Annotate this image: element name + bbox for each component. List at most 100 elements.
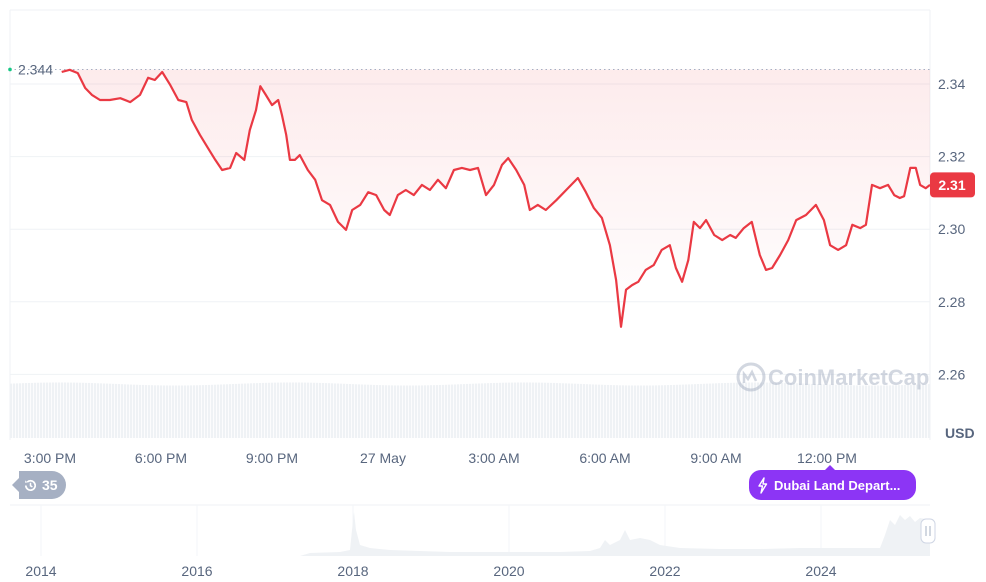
volume-bar — [889, 385, 892, 438]
volume-bar — [928, 384, 931, 438]
volume-bar — [598, 384, 601, 438]
volume-bar — [814, 384, 817, 438]
volume-bar — [49, 382, 52, 438]
volume-bar — [583, 384, 586, 438]
volume-bar — [913, 384, 916, 438]
volume-bar — [67, 382, 70, 438]
volume-bar — [646, 385, 649, 438]
volume-bar — [199, 385, 202, 438]
volume-bar — [559, 383, 562, 438]
volume-bar — [466, 383, 469, 438]
volume-bar — [910, 384, 913, 438]
volume-bar — [484, 383, 487, 438]
navigator-year-label: 2018 — [337, 563, 368, 579]
volume-bar — [94, 383, 97, 438]
volume-bar — [169, 385, 172, 438]
volume-bar — [580, 383, 583, 438]
volume-bar — [166, 385, 169, 438]
volume-bar — [883, 385, 886, 438]
volume-bar — [385, 385, 388, 438]
navigator[interactable]: 2014 2016 2018 2020 2022 2024 — [10, 504, 936, 579]
volume-bar — [301, 382, 304, 438]
volume-bar — [76, 382, 79, 438]
volume-bar — [778, 382, 781, 438]
volume-bar — [916, 384, 919, 438]
volume-bar — [622, 385, 625, 438]
volume-bar — [175, 385, 178, 438]
volume-bar — [664, 385, 667, 438]
news-badge-pointer — [825, 465, 835, 470]
volume-bar — [802, 383, 805, 438]
volume-bar — [205, 385, 208, 438]
volume-bar — [508, 382, 511, 438]
volume-bar — [19, 383, 22, 438]
volume-bar — [511, 382, 514, 438]
volume-bar — [97, 383, 100, 438]
volume-bar — [472, 383, 475, 438]
volume-bar — [265, 382, 268, 438]
volume-bar — [604, 384, 607, 438]
volume-bar — [697, 384, 700, 438]
volume-bar — [61, 382, 64, 438]
volume-bar — [322, 383, 325, 438]
volume-bar — [649, 385, 652, 438]
volume-bar — [865, 385, 868, 438]
volume-bar — [247, 383, 250, 438]
volume-bar — [631, 385, 634, 438]
volume-bar — [769, 382, 772, 438]
volume-bar — [343, 383, 346, 438]
history-button[interactable]: 35 — [12, 471, 66, 499]
navigator-handle[interactable] — [920, 518, 936, 544]
volume-bar — [673, 384, 676, 438]
volume-bar — [661, 385, 664, 438]
volume-bar — [412, 385, 415, 438]
volume-bar — [922, 384, 925, 438]
volume-bar — [658, 385, 661, 438]
volume-bar — [118, 384, 121, 438]
volume-bar — [133, 384, 136, 438]
volume-bar — [838, 384, 841, 438]
volume-bar — [376, 385, 379, 438]
currency-label: USD — [945, 425, 975, 441]
volume-bar — [211, 384, 214, 438]
volume-bar — [703, 383, 706, 438]
volume-bar — [553, 382, 556, 438]
volume-bar — [763, 382, 766, 438]
volume-bar — [568, 383, 571, 438]
volume-bar — [256, 383, 259, 438]
volume-bar — [109, 383, 112, 438]
volume-bar — [847, 385, 850, 438]
open-price-marker — [8, 67, 12, 72]
volume-bar — [835, 384, 838, 438]
volume-bar — [742, 382, 745, 438]
volume-bar — [832, 384, 835, 438]
volume-bar — [811, 383, 814, 438]
volume-bar — [790, 383, 793, 438]
x-tick-label: 27 May — [360, 450, 406, 466]
news-event-label: Dubai Land Depart... — [774, 477, 901, 493]
volume-bar — [616, 385, 619, 438]
volume-bar — [340, 383, 343, 438]
volume-bar — [853, 385, 856, 438]
volume-bar — [772, 382, 775, 438]
volume-bar — [154, 385, 157, 438]
volume-bar — [394, 385, 397, 438]
volume-bar — [202, 385, 205, 438]
volume-bar — [562, 383, 565, 438]
news-event-button[interactable]: Dubai Land Depart... — [749, 465, 917, 500]
volume-bar — [868, 385, 871, 438]
volume-bar — [292, 382, 295, 438]
volume-bar — [295, 382, 298, 438]
volume-bar — [388, 385, 391, 438]
volume-bar — [40, 382, 43, 438]
volume-bar — [676, 384, 679, 438]
volume-bar — [331, 383, 334, 438]
volume-bar — [733, 382, 736, 438]
watermark-logo: CoinMarketCap — [736, 362, 929, 392]
volume-bar — [619, 385, 622, 438]
volume-bar — [448, 384, 451, 438]
volume-bar — [463, 384, 466, 438]
volume-bar — [670, 385, 673, 438]
volume-bar — [145, 385, 148, 438]
